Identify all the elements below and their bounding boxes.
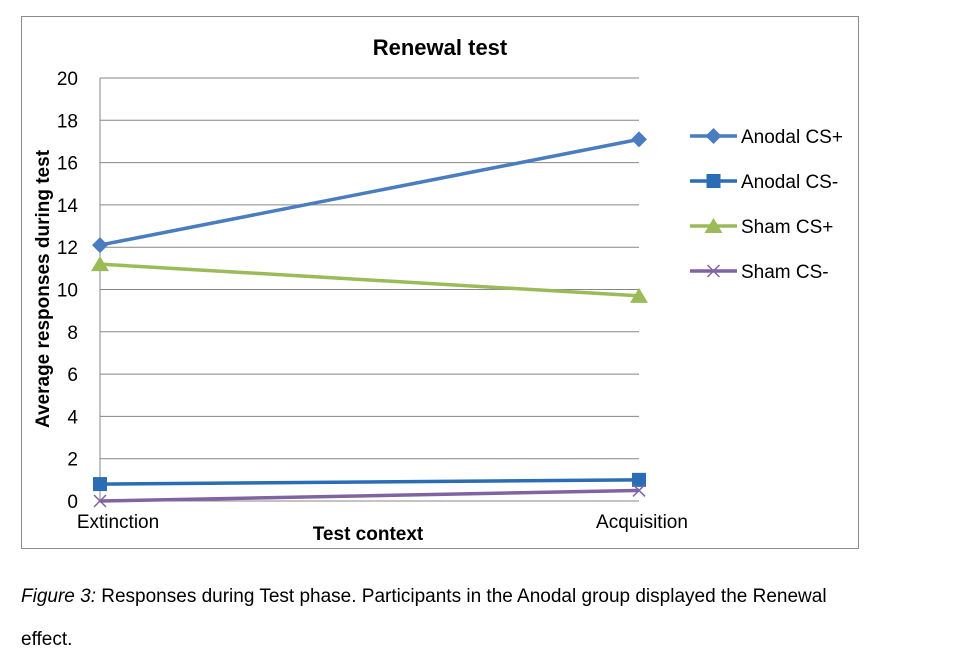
line-chart: 0 2 4 6 8 10 12 14 16 18 20 Extinction Acquisition Re… <box>33 35 843 545</box>
y-tick-label: 14 <box>57 196 79 217</box>
y-tick-label: 12 <box>57 238 78 259</box>
legend-label: Sham CS- <box>741 262 829 283</box>
y-tick-label: 10 <box>57 281 78 302</box>
legend-marker-sham-cs- <box>704 218 723 233</box>
y-tick-label: 16 <box>57 154 78 175</box>
series-line-anodal-cs-minus <box>99 478 640 486</box>
y-tick-label: 0 <box>67 492 78 513</box>
legend-label: Anodal CS+ <box>741 127 843 148</box>
y-tick-label: 8 <box>67 323 78 344</box>
series-line-anodal-cs-plus <box>99 137 640 247</box>
y-axis-title: Average responses during test <box>33 149 54 428</box>
series-line-sham-cs-minus <box>99 488 640 503</box>
y-tick-label: 6 <box>67 365 78 386</box>
legend-label: Anodal CS- <box>741 172 838 193</box>
caption-text-continued: effect. <box>21 629 73 650</box>
y-tick-label: 2 <box>67 450 78 471</box>
data-point-sham-cs-plus <box>91 256 109 272</box>
data-point-anodal-cs-plus <box>92 237 108 254</box>
legend-label: Sham CS+ <box>741 217 833 238</box>
chart-container: 0 2 4 6 8 10 12 14 16 18 20 Extinction Acquisition Re… <box>21 16 859 549</box>
x-axis-title: Test context <box>313 524 424 545</box>
figure-caption: Figure 3: Responses during Test phase. P… <box>21 575 946 619</box>
data-point-sham-cs-minus <box>632 483 646 497</box>
legend-marker-anodal-cs- <box>706 174 721 188</box>
y-tick-label: 20 <box>57 69 78 90</box>
caption-lead: Figure 3: <box>21 586 96 607</box>
x-tick-label: Extinction <box>77 512 159 533</box>
data-point-anodal-cs-minus <box>632 472 646 487</box>
caption-text: Responses during Test phase. Participant… <box>95 586 827 607</box>
chart-title: Renewal test <box>373 35 508 60</box>
x-tick-label: Acquisition <box>596 512 688 533</box>
y-tick-label: 18 <box>57 111 78 132</box>
y-tick-label: 4 <box>67 407 78 428</box>
data-point-sham-cs-plus <box>630 287 648 303</box>
legend-marker-sham-cs- <box>706 264 721 278</box>
series-line-sham-cs-plus <box>99 262 640 298</box>
figure-caption-continued: effect. <box>21 618 946 662</box>
data-point-sham-cs-minus <box>93 494 107 508</box>
data-point-anodal-cs-plus <box>631 131 647 148</box>
data-point-anodal-cs-minus <box>93 477 107 492</box>
legend-marker-anodal-cs- <box>705 128 722 144</box>
